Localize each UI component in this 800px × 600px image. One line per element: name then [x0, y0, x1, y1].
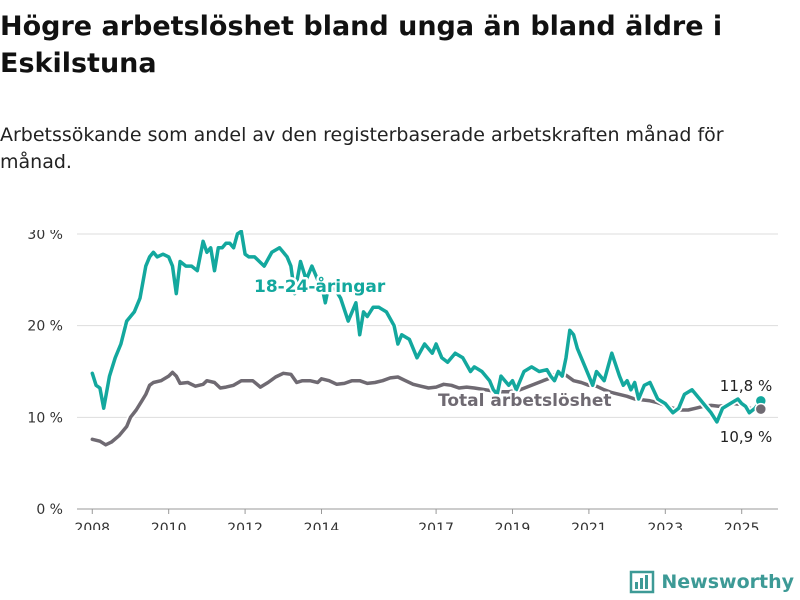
line-chart: 0 % 10 % 20 % 30 % 2008 2010 2012 2014 2017 2019… — [27, 230, 778, 530]
x-tick-label: 2021 — [571, 521, 607, 530]
end-marker-total-arbetsl-shet — [754, 402, 768, 416]
x-tick-label: 2017 — [418, 521, 454, 530]
y-tick-label: 10 % — [27, 410, 63, 426]
y-tick-label: 30 % — [27, 230, 63, 243]
x-tick-label: 2019 — [495, 521, 531, 530]
x-tick-label: 2023 — [647, 521, 683, 530]
x-tick-label: 2012 — [227, 521, 263, 530]
newsworthy-brand: Newsworthy — [629, 570, 794, 594]
series-label-youth: 18-24-åringar — [254, 275, 386, 297]
x-tick-label: 2010 — [151, 521, 187, 530]
series-label-total: Total arbetslöshet — [438, 391, 612, 411]
x-tick-label: 2008 — [74, 521, 110, 530]
y-tick-label: 0 % — [36, 502, 63, 518]
x-tick-label: 2025 — [724, 521, 760, 530]
x-axis-ticks: 2008 2010 2012 2014 2017 2019 2021 2023 2025 — [74, 509, 760, 530]
bar-chart-logo-icon — [630, 570, 655, 594]
series-layer — [88, 230, 768, 449]
label-layer: 18-24-åringar Total arbetslöshet 11,8 % 10,… — [252, 273, 775, 449]
end-value-total: 10,9 % — [720, 428, 772, 446]
brand-name: Newsworthy — [661, 571, 794, 593]
x-tick-label: 2014 — [304, 521, 340, 530]
chart-title: Högre arbetslöshet bland unga än bland ä… — [0, 11, 723, 79]
y-tick-label: 20 % — [27, 319, 63, 335]
series-halo-total-arbetsl-shet — [88, 368, 765, 449]
end-value-youth: 11,8 % — [720, 377, 772, 395]
chart-subtitle: Arbetssökande som andel av den registerb… — [0, 124, 724, 173]
grid-lines — [77, 233, 778, 510]
series-halo-18-24-ringar — [88, 230, 765, 426]
series-line-total-arbetsl-shet — [90, 369, 763, 447]
series-line-18-24-ringar — [90, 230, 763, 424]
y-axis-ticks: 0 % 10 % 20 % 30 % — [27, 230, 63, 518]
